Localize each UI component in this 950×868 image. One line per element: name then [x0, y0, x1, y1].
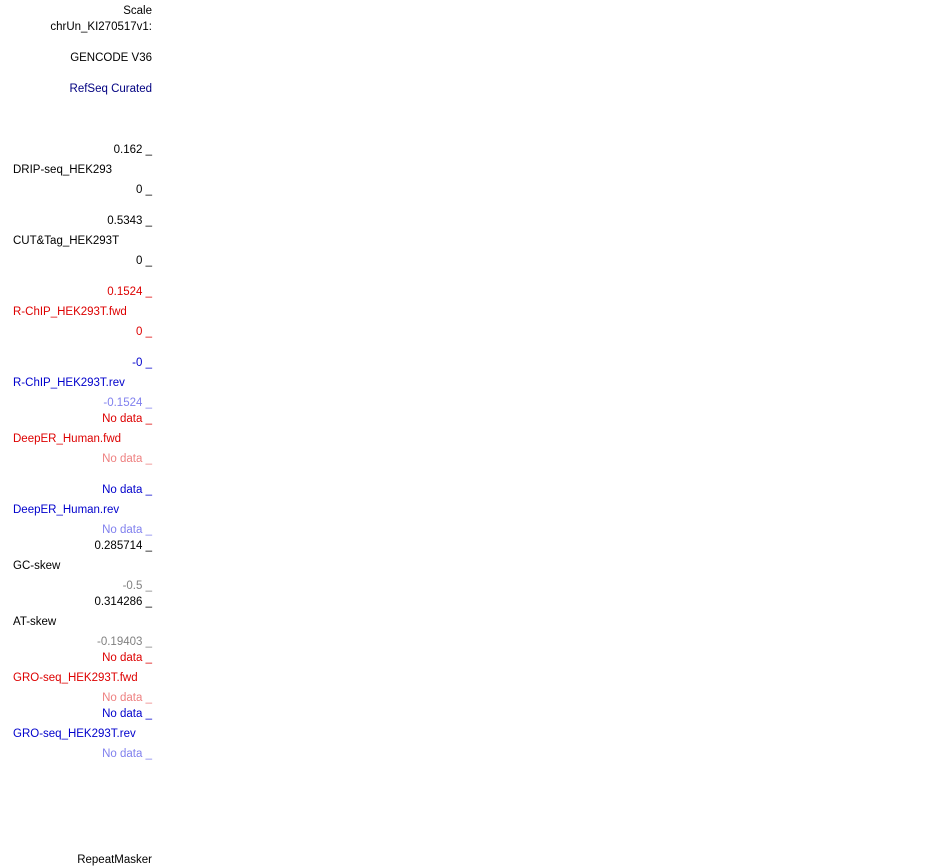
gro-rev-track-min: No data _ [102, 748, 152, 760]
drip-track-name[interactable]: DRIP-seq_HEK293 [13, 164, 113, 176]
rchip-fwd-track-max: 0.1524 _ [107, 286, 152, 298]
deeper-rev-track-min: No data _ [102, 524, 152, 536]
drip-track-max: 0.162 _ [113, 144, 152, 156]
gc-skew-track-min: -0.5 _ [122, 580, 152, 592]
deeper-fwd-track-min: No data _ [102, 453, 152, 465]
deeper-fwd-track-max: No data _ [102, 413, 152, 425]
deeper-rev-track-max: No data _ [102, 484, 152, 496]
gc-skew-track-name[interactable]: GC-skew [13, 560, 61, 572]
gro-rev-track-name[interactable]: GRO-seq_HEK293T.rev [13, 728, 136, 740]
scale-label: Scale [123, 5, 152, 17]
deeper-rev-track-name[interactable]: DeepER_Human.rev [13, 504, 120, 516]
deeper-fwd-track-name[interactable]: DeepER_Human.fwd [13, 433, 122, 445]
at-skew-track-min: -0.19403 _ [97, 636, 152, 648]
gro-fwd-track-max: No data _ [102, 652, 152, 664]
cuttag-track-name[interactable]: CUT&Tag_HEK293T [13, 235, 120, 247]
at-skew-track-name[interactable]: AT-skew [13, 616, 57, 628]
at-skew-track-max: 0.314286 _ [94, 596, 152, 608]
gro-rev-track-max: No data _ [102, 708, 152, 720]
drip-track-min: 0 _ [136, 184, 152, 196]
repeatmasker-track-label[interactable]: RepeatMasker [77, 854, 152, 866]
gencode-track-label[interactable]: GENCODE V36 [70, 52, 152, 64]
rchip-fwd-track-min: 0 _ [136, 326, 152, 338]
rchip-rev-track-max: -0 _ [132, 357, 152, 369]
refseq-track-label[interactable]: RefSeq Curated [69, 83, 152, 95]
cuttag-track-min: 0 _ [136, 255, 152, 267]
cuttag-track-max: 0.5343 _ [107, 215, 152, 227]
gro-fwd-track-name[interactable]: GRO-seq_HEK293T.fwd [13, 672, 138, 684]
rchip-fwd-track-name[interactable]: R-ChIP_HEK293T.fwd [13, 306, 127, 318]
chrom-label: chrUn_KI270517v1: [50, 21, 152, 33]
rchip-rev-track-min: -0.1524 _ [103, 397, 152, 409]
gc-skew-track-max: 0.285714 _ [94, 540, 152, 552]
rchip-rev-track-name[interactable]: R-ChIP_HEK293T.rev [13, 377, 125, 389]
gro-fwd-track-min: No data _ [102, 692, 152, 704]
